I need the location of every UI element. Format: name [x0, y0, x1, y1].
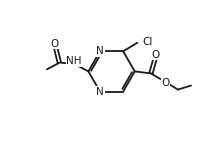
Text: N: N [96, 46, 103, 56]
Text: O: O [50, 39, 59, 49]
Text: O: O [150, 50, 159, 60]
Text: Cl: Cl [141, 37, 152, 47]
Text: N: N [96, 87, 103, 96]
Text: NH: NH [66, 56, 81, 66]
Text: O: O [161, 78, 169, 88]
